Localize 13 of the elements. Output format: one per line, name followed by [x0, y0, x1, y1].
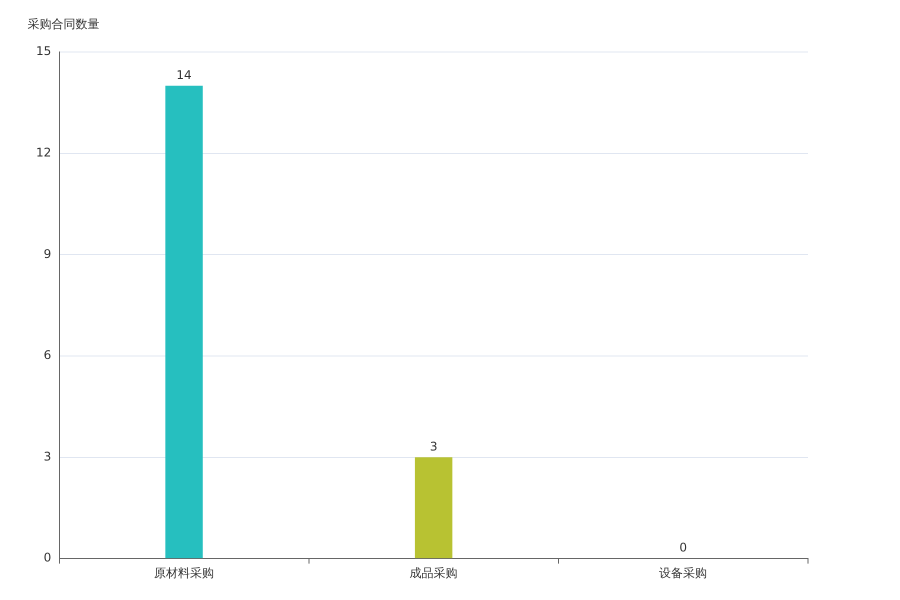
y-tick-label: 6: [44, 348, 52, 362]
y-axis-title: 采购合同数量: [27, 17, 100, 31]
x-tick-label: 成品采购: [410, 566, 458, 580]
data-label: 14: [176, 68, 192, 82]
data-label: 0: [679, 540, 688, 555]
y-tick-label: 9: [44, 246, 52, 261]
data-label: 3: [430, 439, 438, 454]
x-tick-label: 设备采购: [659, 566, 708, 580]
x-tick-label: 原材料采购: [154, 566, 214, 580]
y-tick-label: 15: [36, 44, 52, 58]
y-tick-label: 12: [36, 145, 52, 160]
y-tick-label: 3: [44, 449, 52, 464]
y-tick-label: 0: [44, 550, 52, 565]
